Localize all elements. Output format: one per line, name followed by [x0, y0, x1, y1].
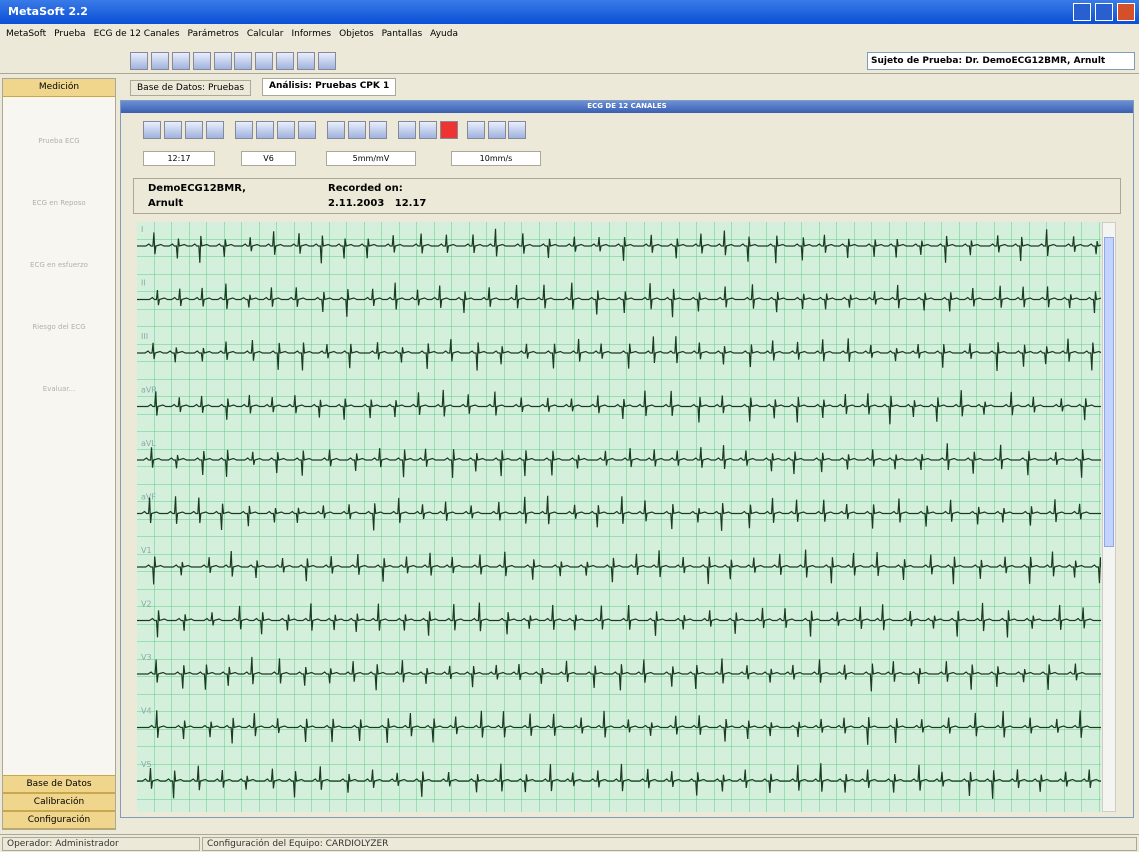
ecg-trace [137, 710, 1101, 745]
patient-surname: Arnult [148, 198, 184, 209]
ecg-trace [137, 763, 1101, 799]
ecg-trace [137, 389, 1101, 425]
subject-field: Sujeto de Prueba: Dr. DemoECG12BMR, Arnu… [867, 52, 1135, 70]
sidebar-header[interactable]: Medición [3, 79, 115, 97]
ecg-trace [137, 549, 1101, 585]
lead-field[interactable]: V6 [241, 151, 296, 166]
title-bar: MetaSoft 2.2 [0, 0, 1139, 24]
patient-name: DemoECG12BMR, [148, 183, 246, 194]
sidebar: Medición Prueba ECG ECG en Reposo ECG en e… [2, 78, 116, 830]
menu-item[interactable]: Pantallas [381, 29, 423, 39]
status-device: Configuración del Equipo: CARDIOLYZER [202, 837, 1137, 851]
menu-bar: MetaSoft Prueba ECG de 12 Canales Parámetro… [0, 26, 1139, 44]
speed-field[interactable]: 10mm/s [451, 151, 541, 166]
sidebar-button[interactable]: Base de Datos [3, 775, 115, 793]
sidebar-item[interactable]: Evaluar... [42, 385, 76, 393]
recorded-label: Recorded on: [328, 183, 403, 194]
lead-label: aVR [141, 386, 157, 395]
status-bar: Operador: Administrador Configuración de… [0, 834, 1139, 852]
gain-field[interactable]: 5mm/mV [326, 151, 416, 166]
lead-label: V5 [141, 760, 152, 769]
ecg-trace [137, 602, 1101, 638]
menu-item[interactable]: Prueba [54, 29, 86, 39]
window-title: MetaSoft 2.2 [8, 5, 88, 18]
status-operator: Operador: Administrador [2, 837, 200, 851]
lead-label: aVF [141, 493, 156, 502]
menu-item[interactable]: MetaSoft [6, 29, 47, 39]
lead-label: V3 [141, 653, 152, 662]
sidebar-item[interactable]: ECG en Reposo [32, 199, 86, 207]
lead-label: III [141, 332, 148, 341]
sidebar-item[interactable]: Prueba ECG [38, 137, 80, 145]
scrollbar[interactable] [1102, 222, 1116, 812]
sidebar-button[interactable]: Configuración [3, 811, 115, 829]
ecg-trace [137, 336, 1101, 371]
ecg-panel: ECG DE 12 CANALES 12:17 V6 5mm/mV 10mm/s… [120, 100, 1134, 818]
ecg-trace [137, 656, 1101, 692]
patient-info: DemoECG12BMR, Arnult Recorded on: 2.11.2… [133, 178, 1121, 214]
menu-item[interactable]: Ayuda [430, 29, 458, 39]
menu-item[interactable]: Informes [291, 29, 332, 39]
lead-label: V1 [141, 546, 152, 555]
ecg-trace [137, 228, 1101, 264]
menu-item[interactable]: Calcular [246, 29, 284, 39]
panel-title: ECG DE 12 CANALES [121, 101, 1133, 113]
lead-label: V4 [141, 707, 152, 716]
lead-label: I [141, 225, 143, 234]
menu-item[interactable]: Objetos [339, 29, 374, 39]
tab[interactable]: Base de Datos: Pruebas [130, 80, 252, 96]
time-field[interactable]: 12:17 [143, 151, 215, 166]
sidebar-item[interactable]: Riesgo del ECG [32, 323, 86, 331]
ecg-trace [137, 443, 1101, 478]
menu-item[interactable]: ECG de 12 Canales [93, 29, 180, 39]
menu-item[interactable]: Parámetros [187, 29, 239, 39]
lead-label: aVL [141, 439, 156, 448]
toolbar: Sujeto de Prueba: Dr. DemoECG12BMR, Arnu… [0, 48, 1139, 74]
window-controls[interactable] [1073, 3, 1135, 24]
lead-label: V2 [141, 600, 152, 609]
toolbar-buttons[interactable] [130, 52, 336, 73]
sidebar-item[interactable]: ECG en esfuerzo [30, 261, 88, 269]
lead-label: II [141, 279, 146, 288]
ecg-trace [137, 495, 1101, 531]
ecg-trace [137, 282, 1101, 318]
recorded-date: 2.11.2003 12.17 [328, 198, 427, 209]
sidebar-button[interactable]: Calibración [3, 793, 115, 811]
panel-toolbar[interactable] [143, 121, 527, 142]
tab-active[interactable]: Análisis: Pruebas CPK 1 [262, 78, 397, 96]
